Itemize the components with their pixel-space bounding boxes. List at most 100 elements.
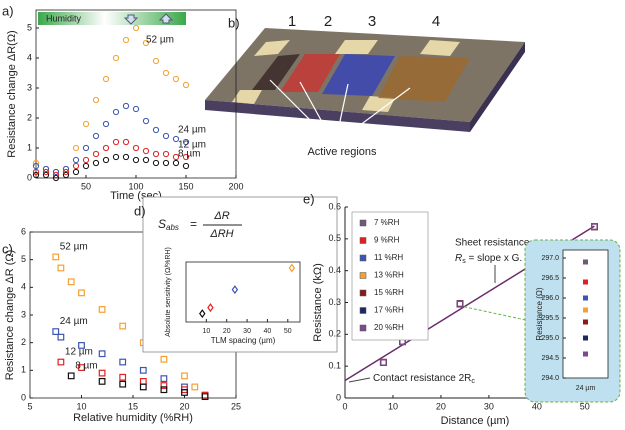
marker [32,171,40,179]
marker [119,380,127,388]
y-tick-label: 2 [21,337,26,347]
marker [42,168,50,176]
marker [52,174,60,182]
legend-marker [359,307,367,314]
marker [112,54,120,62]
plot-frame [185,261,301,323]
marker [199,309,206,319]
marker [67,372,75,380]
y-tick-label: 0 [21,392,26,402]
y-tick-label: 0.6 [328,201,341,211]
marker [57,333,65,341]
region-number: 2 [324,13,332,30]
y-tick-label: 294.0 [541,375,559,382]
marker [98,306,106,313]
marker [72,168,80,176]
arrow [339,87,411,141]
board-side [205,100,470,132]
y-tick-label: 0.2 [328,329,341,339]
marker [162,69,170,77]
panel-label: b) [228,15,240,30]
annotation: Contact resistance 2Rc [373,373,475,385]
series-label: 12 µm [178,140,206,151]
device-diagram: b) Active regions [205,15,525,158]
x-tick-label: 40 [532,401,542,411]
marker [160,375,168,383]
marker [181,389,188,396]
marker [92,132,100,140]
marker [62,171,70,179]
y-tick-label: 6 [21,226,26,236]
marker [160,355,168,363]
legend-label: 11 %RH [374,253,403,262]
marker [122,102,130,110]
x-tick-label: 10 [76,401,86,411]
chart-panel: e) Distance (µm) Resistance (kΩ) 0 0.1 0.2 0.3… [303,191,604,427]
legend-label: 15 %RH [374,288,404,297]
marker [98,369,106,377]
x-tick-label: 30 [243,328,251,335]
marker [379,358,387,366]
marker [182,162,190,170]
legend-label: 13 %RH [374,271,404,280]
y-tick-label: 295.5 [541,315,559,322]
legend-label: 20 %RH [374,323,404,332]
marker [231,285,239,295]
y-axis-label: Absolute sensitivity (Ω/%RH) [165,247,172,337]
legend-marker [359,237,367,244]
formula-part: ΔR [213,210,229,222]
x-tick-label: 24 µm [576,385,596,392]
x-tick-label: 30 [484,401,494,411]
marker [52,171,60,179]
y-tick-label: 4 [21,282,26,292]
marker [122,138,130,146]
panel-label: e) [303,191,315,206]
formula-part: S [158,217,166,231]
marker [72,156,80,164]
plot-frame [35,9,237,179]
series-label: 12 µm [65,347,93,358]
marker [102,120,110,128]
y-tick-label: 297.0 [541,255,559,262]
panel-label: d) [134,203,146,218]
marker [139,366,147,374]
marker [162,159,170,167]
y-tick-label: 0.5 [328,233,341,243]
y-tick-label: 5 [27,22,32,32]
y-tick-label: 4 [27,52,32,62]
y-tick-label: 3 [27,82,32,92]
x-axis-label: TLM spacing (µm) [211,336,276,345]
inset-box [142,196,338,353]
marker [583,279,588,285]
y-tick-label: 296.0 [541,295,559,302]
y-tick-label: 2 [27,112,32,122]
humidity-bar [38,12,186,25]
y-axis-label: Resistance change ΔR (Ω) [4,250,16,381]
annotation-arrow [348,377,371,383]
marker [119,322,127,330]
y-tick-label: 0 [27,172,32,182]
marker [142,147,150,155]
marker [172,153,180,161]
annotation: Sheet resistance [455,238,530,249]
arrow [269,79,331,141]
x-tick-label: 5 [27,401,32,411]
x-tick-label: 10 [388,401,398,411]
marker [72,162,80,170]
marker [379,358,387,366]
marker [52,168,60,176]
marker [201,393,209,401]
marker [182,81,190,89]
marker [142,117,150,125]
annotation-part: Contact resistance 2R [373,373,471,384]
x-axis-label: Relative humidity (%RH) [73,412,193,424]
marker [139,383,147,391]
region-number: 3 [368,13,376,30]
arrow [299,81,333,141]
legend-label: 9 %RH [374,236,400,245]
marker [32,168,40,176]
chart-panel: c) Relative humidity (%RH) Resistance chan… [2,226,241,424]
marker [98,378,106,385]
y-tick-label: 0 [336,392,341,402]
